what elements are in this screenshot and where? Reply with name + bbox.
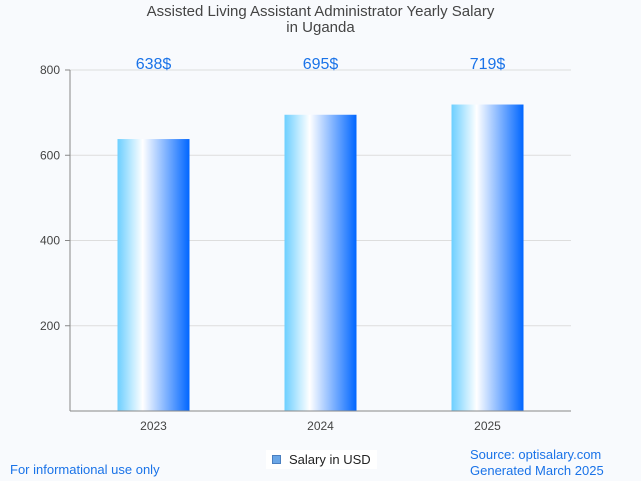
chart-title: Assisted Living Assistant Administrator …	[0, 4, 641, 36]
data-label: 638$	[136, 56, 172, 73]
bar	[117, 139, 190, 412]
x-tick-label: 2025	[474, 419, 501, 433]
disclaimer: For informational use only	[10, 462, 160, 477]
y-tick-label: 800	[40, 63, 60, 77]
y-tick-label: 600	[40, 148, 60, 162]
legend: Salary in USD	[266, 450, 377, 469]
generated-date: Generated March 2025	[470, 463, 604, 478]
bars	[117, 104, 524, 412]
bar	[451, 104, 524, 412]
y-tick-label: 400	[40, 234, 60, 248]
chart-title-line1: Assisted Living Assistant Administrator …	[146, 3, 495, 20]
legend-label: Salary in USD	[289, 452, 371, 467]
x-tick-label: 2024	[307, 419, 334, 433]
x-axis-ticks: 2023 2024 2025	[140, 419, 501, 433]
x-tick-label: 2023	[140, 419, 167, 433]
legend-swatch	[272, 455, 281, 464]
data-label: 719$	[470, 56, 506, 73]
source-link[interactable]: Source: optisalary.com	[470, 447, 602, 462]
data-labels: 638$ 695$ 719$	[136, 56, 506, 73]
data-label: 695$	[303, 56, 339, 73]
bar	[284, 114, 357, 411]
y-tick-label: 200	[40, 319, 60, 333]
source-info: Source: optisalary.com Generated March 2…	[470, 447, 604, 479]
chart-subtitle: in Uganda	[286, 19, 355, 36]
y-axis-ticks: 200 400 600 800	[40, 63, 70, 333]
